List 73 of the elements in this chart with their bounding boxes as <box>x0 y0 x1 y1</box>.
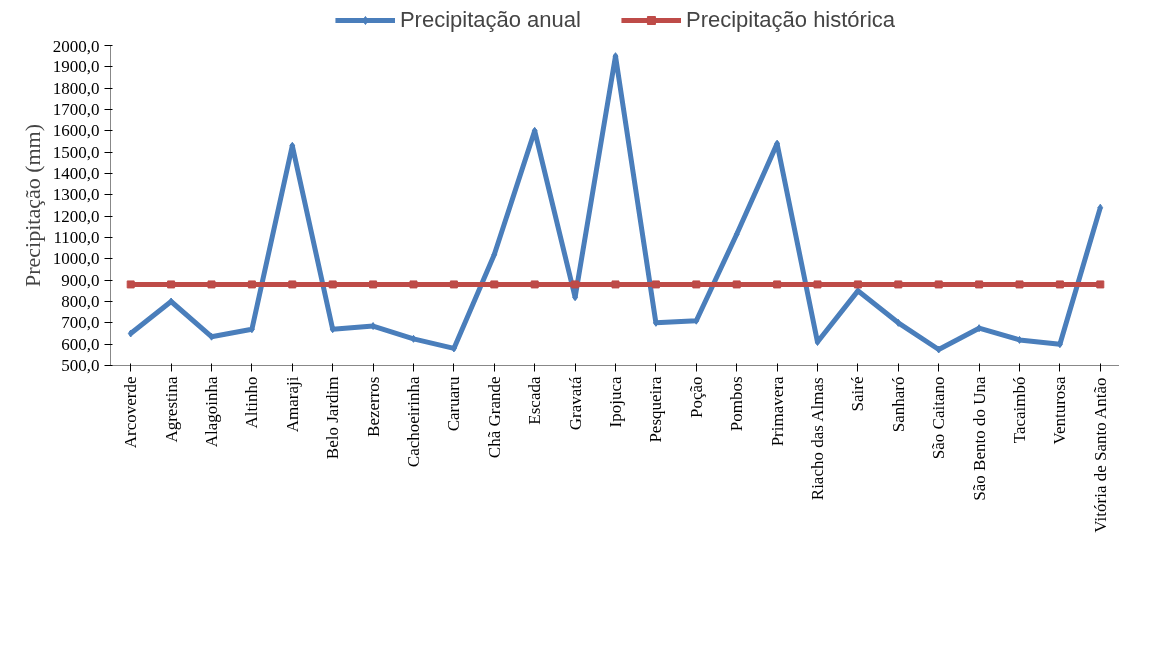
point <box>288 280 297 289</box>
y-tick-label: 1400,0 <box>52 164 100 183</box>
point <box>490 280 499 289</box>
y-tick-label: 600,0 <box>61 334 100 354</box>
x-tick-label: Agrestina <box>161 376 181 443</box>
point <box>1055 280 1064 289</box>
point <box>733 230 740 239</box>
y-tick-label: 1000,0 <box>52 249 100 269</box>
x-tick-label: São Caitano <box>929 376 949 460</box>
point <box>1015 280 1024 289</box>
y-tick-label: 2000,0 <box>52 36 100 56</box>
x-tick-label: Venturosa <box>1050 376 1070 445</box>
legend-label: Precipitação anual <box>399 7 581 33</box>
x-tick-label: São Bento do Una <box>969 376 989 501</box>
x-tick-label: Pesqueira <box>646 376 666 443</box>
y-tick-label: 800,0 <box>61 292 100 311</box>
point <box>369 280 378 289</box>
x-tick-label: Riacho das Almas <box>808 377 827 501</box>
x-tick-label: Tacaimbó <box>1010 376 1029 444</box>
point <box>894 280 903 289</box>
x-tick-label: Chã Grande <box>484 376 504 459</box>
y-tick-label: 1900,0 <box>52 57 100 77</box>
point <box>328 280 337 289</box>
point <box>126 280 135 289</box>
point <box>611 280 620 289</box>
point <box>692 280 701 289</box>
point <box>167 280 176 289</box>
x-tick-label: Alagoinha <box>202 376 221 448</box>
x-tick-label: Bezerros <box>363 376 383 437</box>
point <box>127 329 134 338</box>
point <box>409 280 418 289</box>
x-tick-label: Gravatá <box>565 376 585 431</box>
x-tick-label: Caruaru <box>444 376 464 432</box>
legend-label: Precipitação histórica <box>685 7 896 33</box>
y-tick-label: 1200,0 <box>52 206 100 226</box>
y-tick-label: 1500,0 <box>52 142 100 162</box>
point <box>732 280 741 289</box>
point <box>935 345 942 354</box>
x-tick-label: Amaraji <box>282 376 302 433</box>
x-tick-label: Belo Jardim <box>323 376 343 460</box>
point <box>934 280 943 289</box>
x-tick-label: Vitória de Santo Antão <box>1090 377 1110 533</box>
x-tick-label: Primavera <box>767 376 787 447</box>
x-tick-label: Pombos <box>727 376 747 432</box>
y-tick-label: 1800,0 <box>52 78 100 98</box>
x-tick-label: Sanharó <box>888 376 908 433</box>
point <box>853 280 862 289</box>
point <box>449 280 458 289</box>
y-axis-title: Precipitação (mm) <box>19 123 45 288</box>
point <box>975 280 984 289</box>
x-tick-label: Altinho <box>242 376 262 429</box>
x-tick-label: Poção <box>686 376 706 419</box>
point <box>813 280 822 289</box>
y-tick-label: 1300,0 <box>52 185 100 205</box>
point <box>895 318 902 327</box>
y-tick-label: 1100,0 <box>53 228 100 247</box>
point <box>530 280 539 289</box>
point <box>651 280 660 289</box>
point <box>1096 280 1105 289</box>
point <box>247 280 256 289</box>
x-tick-label: Arcoverde <box>121 376 141 449</box>
y-tick-label: 500,0 <box>61 356 100 375</box>
point <box>773 280 782 289</box>
x-tick-label: Cachoeirinha <box>404 376 423 468</box>
x-tick-label: Ipojuca <box>606 376 625 428</box>
y-tick-label: 1600,0 <box>52 121 100 141</box>
point <box>571 280 580 289</box>
x-tick-label: Sairé <box>848 376 868 412</box>
y-tick-label: 700,0 <box>61 313 100 333</box>
point <box>207 280 216 289</box>
x-tick-label: Escada <box>525 376 545 425</box>
y-tick-label: 1700,0 <box>52 100 100 119</box>
y-tick-label: 900,0 <box>61 270 100 290</box>
